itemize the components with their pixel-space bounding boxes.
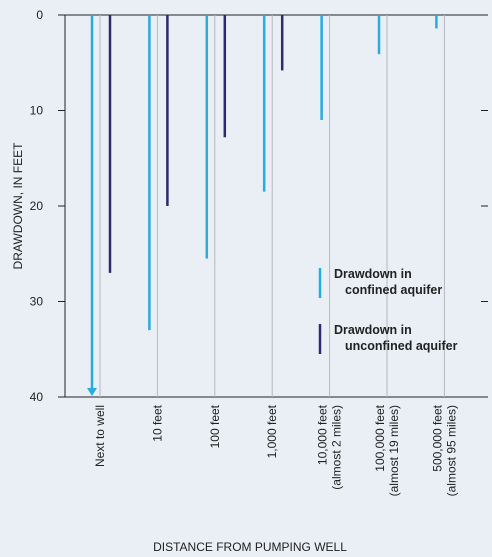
y-tick-label: 40: [30, 390, 44, 404]
x-tick-label: 100,000 feet(almost 19 miles): [373, 404, 401, 496]
y-tick-label: 20: [30, 199, 44, 213]
legend-label: Drawdown in confined aquifer: [334, 267, 442, 297]
y-tick-label: 10: [30, 104, 44, 118]
bar-arrow: [87, 388, 97, 396]
x-tick-label: Next to well: [93, 405, 107, 467]
x-tick-label: 10,000 feet(almost 2 miles): [316, 404, 344, 489]
x-axis-title: DISTANCE FROM PUMPING WELL: [153, 540, 347, 554]
legend-label: Drawdown in unconfined aquifer: [334, 323, 458, 353]
y-tick-label: 30: [30, 295, 44, 309]
x-tick-label: 100 feet: [208, 404, 222, 448]
x-tick-label: 1,000 feet: [265, 404, 279, 458]
y-tick-label: 0: [36, 8, 43, 22]
y-axis-title: DRAWDOWN, IN FEET: [11, 142, 25, 270]
x-tick-label: 10 feet: [150, 404, 164, 441]
x-tick-label: 500,000 feet(almost 95 miles): [430, 404, 458, 496]
